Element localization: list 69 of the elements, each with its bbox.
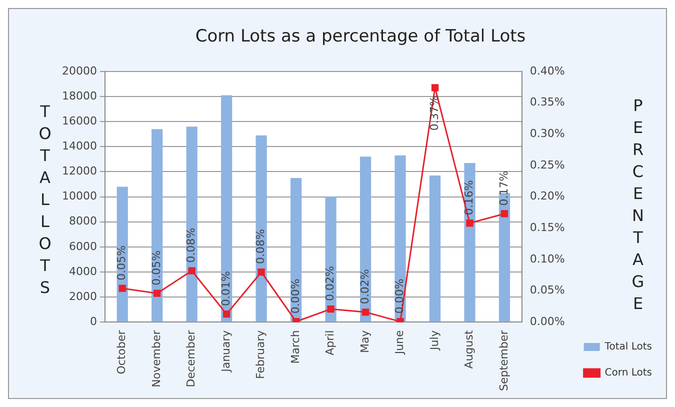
- x-tick-label: April: [324, 330, 337, 356]
- point: [466, 220, 474, 227]
- data-label: 0.08%: [254, 229, 268, 264]
- chart-title: Corn Lots as a percentage of Total Lots: [195, 26, 526, 47]
- y-tick-label: 10000: [62, 190, 97, 203]
- bar: [429, 175, 441, 322]
- point: [327, 305, 334, 313]
- y2-tick-label: 0.20%: [530, 190, 565, 203]
- bar: [325, 196, 336, 322]
- x-tick-label: October: [115, 330, 128, 374]
- point: [431, 84, 439, 92]
- text: PERCENTAGE: [632, 96, 644, 313]
- bar: [221, 95, 232, 322]
- data-label: 0.01%: [219, 271, 232, 306]
- y-tick-label: 8000: [68, 214, 97, 228]
- y2-tick-label: 0.30%: [530, 126, 565, 140]
- text: TOTAL LOTS: [38, 102, 52, 297]
- data-label: 0.05%: [115, 245, 128, 280]
- data-label: 0.05%: [150, 250, 163, 286]
- x-tick-label: July: [428, 330, 441, 351]
- y-tick-label: 6000: [68, 240, 97, 253]
- y-tick-label: 0: [90, 315, 97, 328]
- y-tick-label: 18000: [62, 89, 97, 102]
- x-tick-label: August: [462, 330, 476, 369]
- bar: [394, 155, 406, 322]
- y2-tick-label: 0.00%: [530, 315, 565, 328]
- y-tick-label: 2000: [68, 290, 97, 303]
- x-tick-label: March: [288, 330, 302, 364]
- data-label: 0.00%: [393, 278, 406, 314]
- data-label: 0.37%: [428, 96, 441, 131]
- legend-label: Total Lots: [604, 342, 652, 353]
- y-tick-label: 4000: [68, 264, 97, 278]
- bar: [256, 135, 267, 322]
- y2-tick-label: 0.05%: [530, 284, 565, 297]
- point: [223, 310, 230, 318]
- x-tick-label: May: [358, 330, 372, 353]
- x-tick-label: November: [150, 330, 163, 388]
- y2-tick-label: 0.35%: [530, 96, 565, 109]
- data-label: 0.00%: [288, 278, 302, 314]
- data-label: 0.17%: [497, 170, 510, 206]
- bar: [152, 129, 163, 322]
- bar: [186, 126, 198, 322]
- point: [500, 210, 508, 218]
- data-label: 0.08%: [184, 228, 198, 263]
- data-label: 0.02%: [358, 269, 372, 304]
- y2-tick-label: 0.25%: [530, 158, 565, 172]
- bar: [464, 162, 476, 322]
- y-tick-label: 20000: [62, 64, 97, 78]
- bar: [360, 156, 372, 322]
- x-tick-label: June: [393, 330, 406, 356]
- legend-label: Corn Lots: [604, 368, 652, 379]
- y2-tick-label: 0.15%: [530, 221, 565, 234]
- x-tick-label: February: [254, 330, 268, 379]
- point: [362, 308, 370, 316]
- x-tick-label: September: [497, 330, 510, 392]
- x-tick-label: January: [219, 330, 232, 373]
- point: [258, 268, 265, 276]
- point: [118, 284, 126, 292]
- point: [188, 267, 196, 274]
- y2-tick-label: 0.10%: [530, 252, 565, 266]
- data-label: 0.02%: [324, 266, 337, 302]
- y-tick-label: 16000: [62, 114, 97, 128]
- bar: [116, 186, 128, 322]
- y-tick-label: 14000: [62, 140, 97, 152]
- data-label: 0.16%: [462, 180, 476, 216]
- x-tick-label: December: [184, 330, 198, 388]
- point: [154, 290, 161, 297]
- y-tick-label: 12000: [62, 164, 97, 178]
- y2-tick-label: 0.40%: [530, 64, 565, 78]
